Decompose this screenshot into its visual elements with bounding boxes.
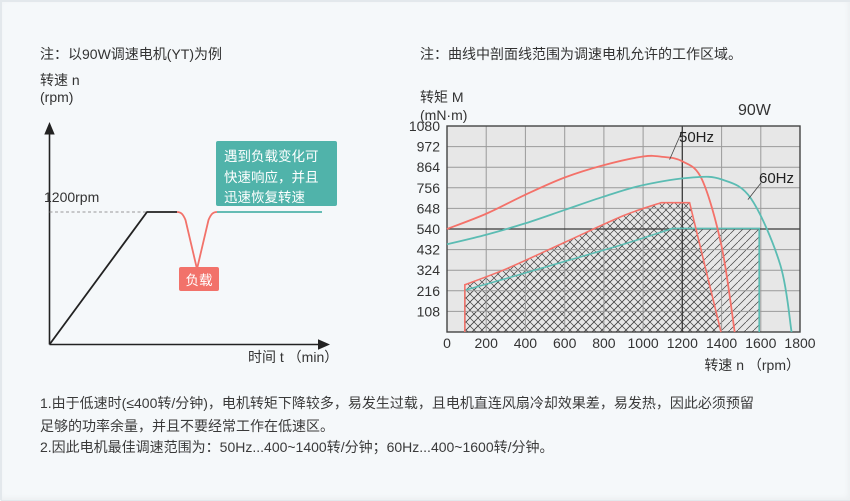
svg-text:432: 432 — [417, 242, 441, 258]
svg-text:600: 600 — [553, 335, 577, 351]
svg-text:216: 216 — [417, 283, 441, 299]
svg-text:648: 648 — [417, 200, 441, 216]
svg-text:1080: 1080 — [409, 118, 440, 134]
svg-text:1800: 1800 — [784, 335, 815, 351]
svg-text:1200: 1200 — [667, 335, 698, 351]
svg-text:400: 400 — [514, 335, 538, 351]
svg-text:972: 972 — [417, 139, 441, 155]
svg-text:60Hz: 60Hz — [759, 170, 794, 187]
svg-text:转速 n （rpm）: 转速 n （rpm） — [704, 357, 800, 373]
svg-text:800: 800 — [592, 335, 616, 351]
svg-text:50Hz: 50Hz — [679, 129, 714, 146]
svg-text:756: 756 — [417, 180, 441, 196]
svg-text:540: 540 — [417, 221, 441, 237]
svg-text:200: 200 — [475, 335, 499, 351]
svg-text:1000: 1000 — [628, 335, 659, 351]
svg-text:1400: 1400 — [706, 335, 737, 351]
svg-text:1600: 1600 — [745, 335, 776, 351]
svg-text:0: 0 — [443, 335, 451, 351]
svg-text:864: 864 — [417, 159, 441, 175]
svg-text:108: 108 — [417, 303, 441, 319]
svg-text:324: 324 — [417, 262, 441, 278]
